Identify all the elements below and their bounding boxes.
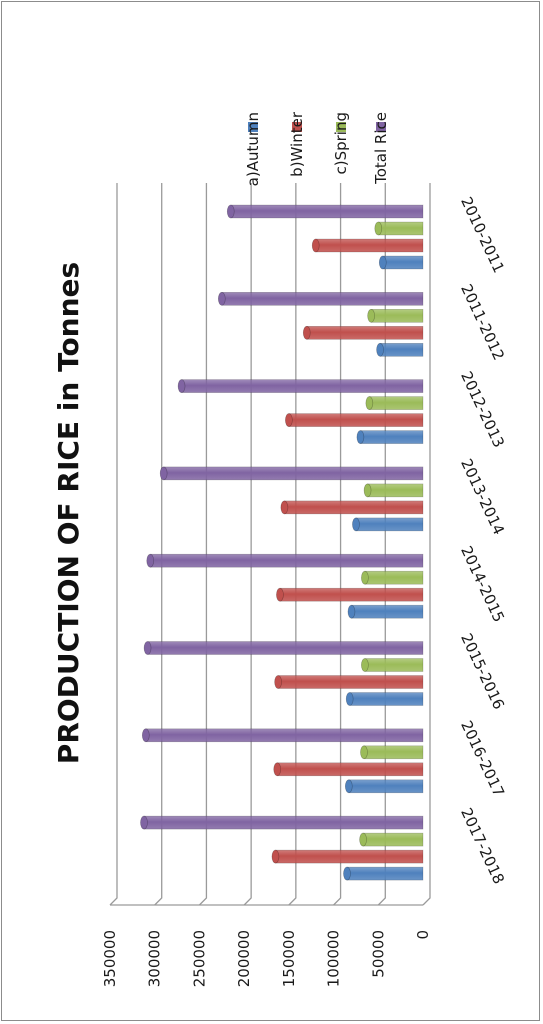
value-tick-label: 300000 xyxy=(146,930,164,987)
bar xyxy=(143,641,424,655)
bar xyxy=(376,342,424,357)
gridlines xyxy=(109,183,431,906)
value-tick-label: 0 xyxy=(414,930,432,940)
legend-item: Total Rice xyxy=(372,112,390,185)
bar xyxy=(276,587,424,602)
value-axis-ticks: 0 50000 100000 150000 200000 250000 300000 3500… xyxy=(101,930,432,987)
legend-item: c)Spring xyxy=(332,112,350,175)
bar xyxy=(273,762,424,777)
bar xyxy=(285,413,424,427)
bar xyxy=(146,553,424,568)
gridline xyxy=(154,183,163,906)
bar xyxy=(361,658,424,672)
legend-label: a)Autumn xyxy=(244,112,262,186)
bar xyxy=(345,692,424,706)
bar xyxy=(140,815,424,830)
legend: a)Autumn b)Winter c)Spring Total Rice xyxy=(244,111,390,186)
bar xyxy=(363,483,424,498)
gridline xyxy=(377,183,386,906)
gridline xyxy=(422,183,431,906)
category-label: 2014-2015 xyxy=(457,543,508,625)
bar xyxy=(217,291,424,306)
bar xyxy=(226,204,424,219)
bar xyxy=(352,517,424,532)
category-label: 2011-2012 xyxy=(457,281,508,363)
bar xyxy=(141,728,424,743)
chart-title: PRODUCTION OF RICE in Tonnes xyxy=(52,262,85,764)
value-tick-label: 250000 xyxy=(190,930,208,987)
bar xyxy=(177,379,424,393)
bar xyxy=(361,570,424,585)
legend-label: c)Spring xyxy=(332,112,350,175)
bar xyxy=(347,604,424,619)
bar xyxy=(280,500,424,515)
bar xyxy=(159,466,424,481)
value-tick-label: 100000 xyxy=(325,930,343,987)
gridline xyxy=(243,183,252,906)
category-label: 2017-2018 xyxy=(457,805,508,887)
category-label: 2015-2016 xyxy=(457,631,508,713)
bar xyxy=(360,745,424,760)
bar xyxy=(311,238,424,253)
legend-item: a)Autumn xyxy=(244,112,262,186)
gridline xyxy=(333,183,342,906)
bar xyxy=(274,675,424,689)
bar xyxy=(378,255,424,270)
gridline xyxy=(288,183,297,906)
category-label: 2012-2013 xyxy=(457,369,508,451)
value-tick-label: 150000 xyxy=(280,930,298,987)
category-label: 2016-2017 xyxy=(457,718,508,800)
bar xyxy=(302,325,424,340)
bar xyxy=(359,832,424,847)
bar xyxy=(271,849,424,864)
gridline xyxy=(198,183,208,906)
legend-item: b)Winter xyxy=(288,111,306,177)
bar xyxy=(344,779,424,794)
bars xyxy=(140,204,424,881)
legend-label: b)Winter xyxy=(288,111,306,177)
legend-label: Total Rice xyxy=(372,112,390,185)
bar xyxy=(374,221,424,236)
bar xyxy=(365,396,424,410)
bar xyxy=(356,430,424,444)
value-tick-label: 350000 xyxy=(101,930,119,987)
category-label: 2010-2011 xyxy=(457,194,508,276)
category-label: 2013-2014 xyxy=(457,456,508,538)
value-tick-label: 200000 xyxy=(235,930,253,987)
value-tick-label: 50000 xyxy=(369,930,387,978)
gridline xyxy=(109,183,118,906)
bar xyxy=(343,866,424,881)
bar xyxy=(367,308,424,323)
